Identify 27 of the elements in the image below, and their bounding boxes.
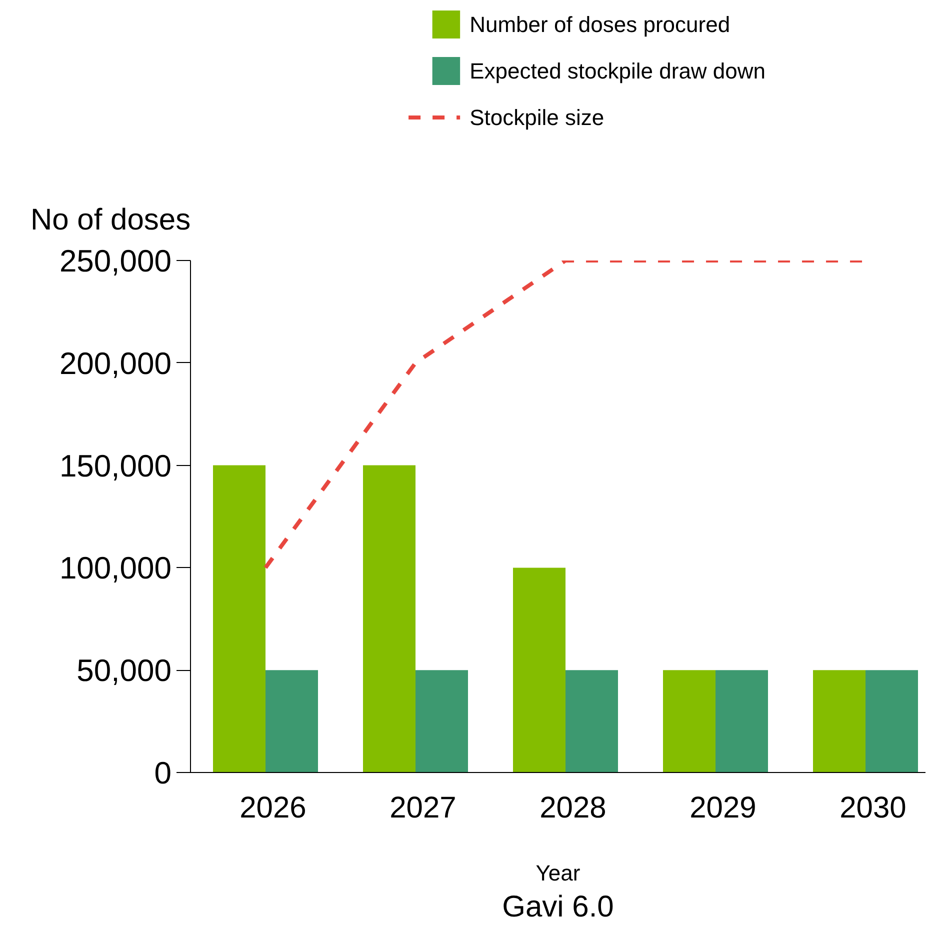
x-tick-label: 2027 [390,792,456,824]
legend-label: Expected stockpile draw down [470,58,766,84]
bar [416,670,468,772]
x-tick-label: 2026 [240,792,306,824]
y-tick-label: 50,000 [76,653,172,688]
x-tick-label: 2029 [690,792,756,824]
y-axis-title: No of doses [30,204,191,236]
y-tick-label: 200,000 [59,346,172,381]
y-tick-label: 250,000 [59,244,172,278]
bar [513,568,566,772]
y-tick-label: 150,000 [59,448,172,484]
x-tick-label: 2028 [540,792,606,824]
bar [716,670,768,772]
bar [566,670,618,772]
bar [213,465,266,772]
bar [663,670,716,772]
x-tick-label: 2030 [840,792,906,824]
bar [866,670,918,772]
y-tick-label: 100,000 [59,550,172,586]
legend-label: Number of doses procured [470,12,730,37]
legend-label: Stockpile size [470,105,604,130]
bar [363,465,416,772]
text: Gavi 6.0 [502,890,614,924]
y-tick-label: 0 [154,756,172,790]
bar [813,670,866,772]
bar [266,670,318,772]
x-axis-title: Year [536,860,580,886]
